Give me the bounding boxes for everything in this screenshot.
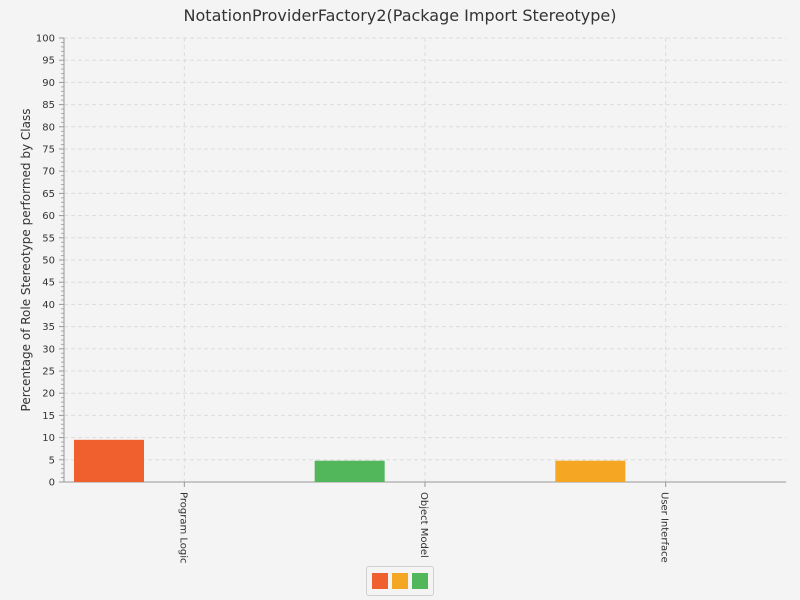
y-tick-label: 100 (36, 34, 55, 45)
y-tick-label: 90 (42, 78, 55, 89)
bar (314, 460, 385, 482)
y-tick-label: 15 (42, 411, 55, 422)
y-tick-label: 35 (42, 322, 55, 333)
y-tick-label: 30 (42, 344, 55, 355)
legend-swatch (392, 573, 408, 589)
y-tick-label: 0 (49, 478, 55, 489)
y-tick-label: 85 (42, 100, 55, 111)
legend (366, 566, 434, 596)
y-tick-label: 75 (42, 145, 55, 156)
y-tick-label: 70 (42, 167, 55, 178)
y-tick-label: 60 (42, 211, 55, 222)
y-tick-label: 65 (42, 189, 55, 200)
legend-swatch (372, 573, 388, 589)
bar (74, 439, 144, 482)
y-tick-label: 55 (42, 233, 55, 244)
bar (555, 460, 626, 482)
y-tick-label: 40 (42, 300, 55, 311)
y-tick-label: 50 (42, 256, 55, 267)
legend-swatch (412, 573, 428, 589)
x-tick-label: Object Model (418, 492, 429, 558)
y-tick-label: 10 (42, 433, 55, 444)
y-tick-label: 95 (42, 56, 55, 67)
x-tick-label: User Interface (659, 492, 670, 563)
y-tick-label: 5 (49, 455, 55, 466)
x-tick-label: Program Logic (177, 492, 188, 564)
y-tick-label: 45 (42, 278, 55, 289)
y-tick-label: 25 (42, 367, 55, 378)
y-tick-label: 20 (42, 389, 55, 400)
y-tick-label: 80 (42, 122, 55, 133)
chart-title: NotationProviderFactory2(Package Import … (183, 6, 617, 25)
